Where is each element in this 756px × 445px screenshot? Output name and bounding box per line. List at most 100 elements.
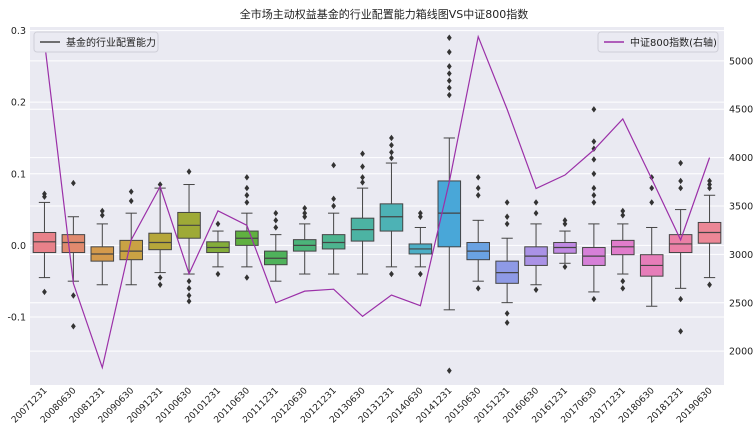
box-20190630	[697, 177, 722, 288]
left-tick-label: 0.3	[11, 26, 26, 37]
flier-point	[186, 285, 192, 292]
flier-point	[389, 134, 394, 142]
chart-title: 全市场主动权益基金的行业配置能力箱线图VS中证800指数	[240, 7, 529, 21]
flier-point	[244, 184, 250, 192]
flier-point	[678, 177, 684, 185]
flier-point	[417, 270, 423, 278]
flier-point	[475, 174, 481, 181]
flier-point	[591, 145, 597, 152]
flier-point	[620, 212, 626, 219]
flier-point	[504, 220, 510, 228]
flier-point	[446, 91, 452, 99]
flier-point	[707, 181, 712, 188]
flier-point	[186, 168, 192, 175]
flier-point	[186, 298, 192, 305]
flier-point	[360, 174, 365, 181]
flier-point	[244, 192, 250, 199]
flier-point	[591, 138, 597, 145]
flier-point	[504, 319, 510, 326]
flier-point	[273, 209, 279, 217]
flier-point	[186, 292, 192, 299]
legend-right: 中证800指数(右轴)	[597, 31, 719, 53]
flier-point	[70, 323, 76, 330]
flier-point	[533, 199, 539, 206]
flier-point	[591, 170, 597, 177]
flier-point	[389, 270, 394, 278]
flier-point	[562, 217, 568, 224]
flier-point	[360, 163, 365, 170]
flier-point	[504, 310, 510, 317]
flier-point	[417, 209, 423, 217]
flier-point	[591, 156, 597, 163]
flier-point	[446, 77, 452, 84]
flier-point	[42, 288, 47, 296]
flier-point	[562, 263, 568, 271]
flier-point	[99, 207, 105, 215]
flier-point	[504, 213, 510, 220]
flier-point	[273, 217, 279, 224]
right-tick-label: 5000	[729, 56, 753, 67]
flier-point	[215, 220, 221, 228]
flier-point	[678, 159, 684, 167]
box-20071231	[32, 190, 57, 296]
box-20111231	[264, 209, 288, 282]
flier-point	[70, 179, 76, 187]
left-tick-label: -0.1	[7, 312, 26, 323]
flier-point	[446, 34, 452, 41]
box-20150630	[466, 174, 490, 292]
flier-point	[244, 199, 250, 206]
right-tick-label: 4000	[729, 153, 753, 164]
flier-point	[215, 270, 221, 278]
flier-point	[446, 367, 452, 374]
flier-point	[591, 192, 597, 199]
flier-point	[533, 286, 539, 293]
right-tick-label: 2000	[729, 347, 753, 358]
flier-point	[389, 149, 394, 156]
flier-point	[533, 209, 539, 217]
flier-point	[302, 213, 308, 220]
flier-point	[591, 106, 597, 113]
box-20180630	[639, 174, 664, 307]
box-20140630	[408, 209, 433, 278]
box-20081231	[90, 207, 115, 286]
flier-point	[99, 212, 105, 219]
flier-point	[157, 281, 163, 288]
legend-left-label: 基金的行业配置能力	[66, 36, 156, 49]
right-axis-ticks: 2000 2500 3000 3500 4000 4500 5000	[729, 56, 753, 357]
flier-point	[360, 179, 365, 186]
flier-point	[70, 292, 76, 299]
flier-point	[591, 184, 597, 192]
box-iqr	[61, 234, 86, 254]
flier-point	[157, 274, 163, 281]
box-iqr	[148, 232, 172, 251]
flier-point	[504, 199, 510, 206]
flier-point	[620, 277, 626, 285]
flier-point	[157, 181, 163, 188]
gridlines	[30, 30, 724, 352]
legend-right-label: 中证800指数(右轴)	[630, 36, 717, 49]
csi800-index-line	[43, 34, 711, 370]
box-iqr	[32, 231, 57, 254]
flier-point	[389, 154, 394, 162]
flier-point	[42, 193, 47, 200]
flier-point	[128, 197, 134, 205]
flier-point	[475, 285, 481, 292]
flier-point	[302, 209, 308, 217]
flier-point	[649, 184, 655, 192]
legend-right-frame	[597, 31, 719, 53]
box-20131231	[379, 134, 404, 278]
right-tick-label: 3500	[729, 202, 753, 213]
legend-left-frame	[33, 31, 159, 53]
flier-point	[186, 277, 192, 285]
flier-point	[417, 213, 423, 220]
box-iqr	[611, 239, 635, 256]
left-tick-label: 0.0	[11, 241, 26, 252]
box-20171231	[611, 207, 635, 292]
left-tick-label: 0.1	[11, 169, 26, 180]
flier-point	[128, 188, 134, 195]
flier-point	[331, 161, 337, 169]
box-iqr	[321, 234, 346, 250]
flier-point	[475, 192, 481, 199]
flier-point	[302, 204, 308, 212]
